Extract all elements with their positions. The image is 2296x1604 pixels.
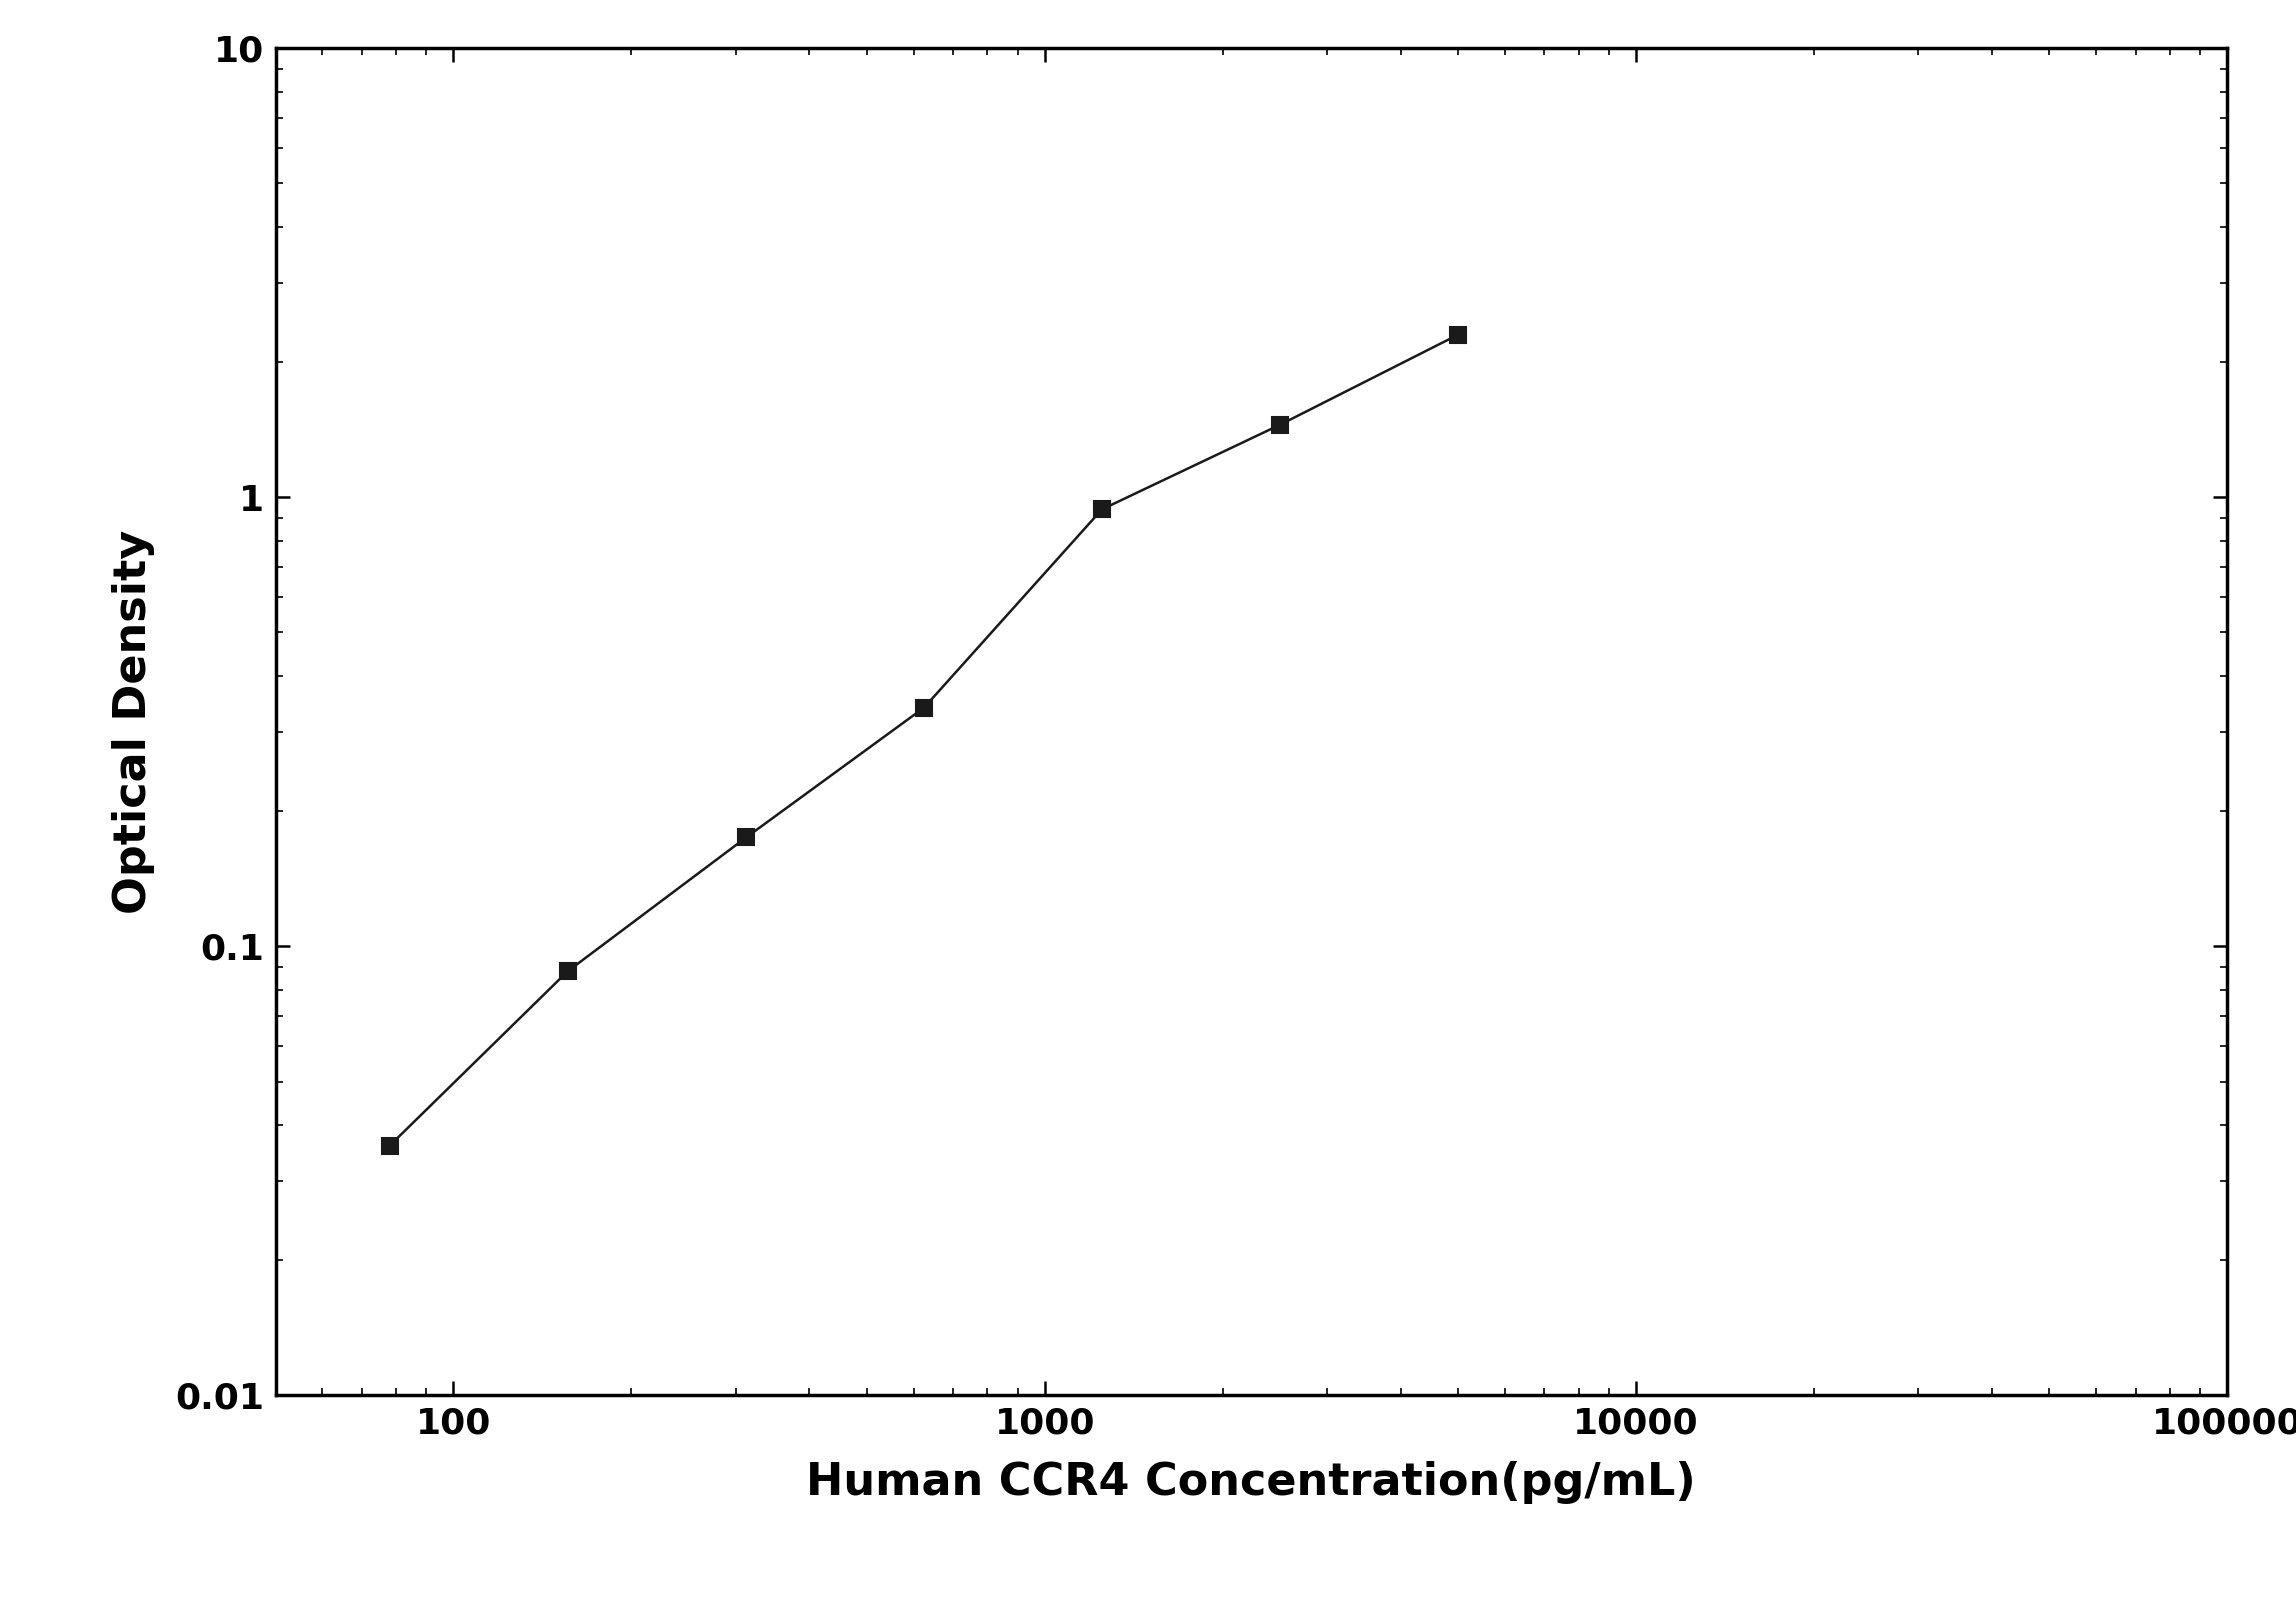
Y-axis label: Optical Density: Optical Density [113, 529, 154, 914]
X-axis label: Human CCR4 Concentration(pg/mL): Human CCR4 Concentration(pg/mL) [806, 1461, 1697, 1505]
